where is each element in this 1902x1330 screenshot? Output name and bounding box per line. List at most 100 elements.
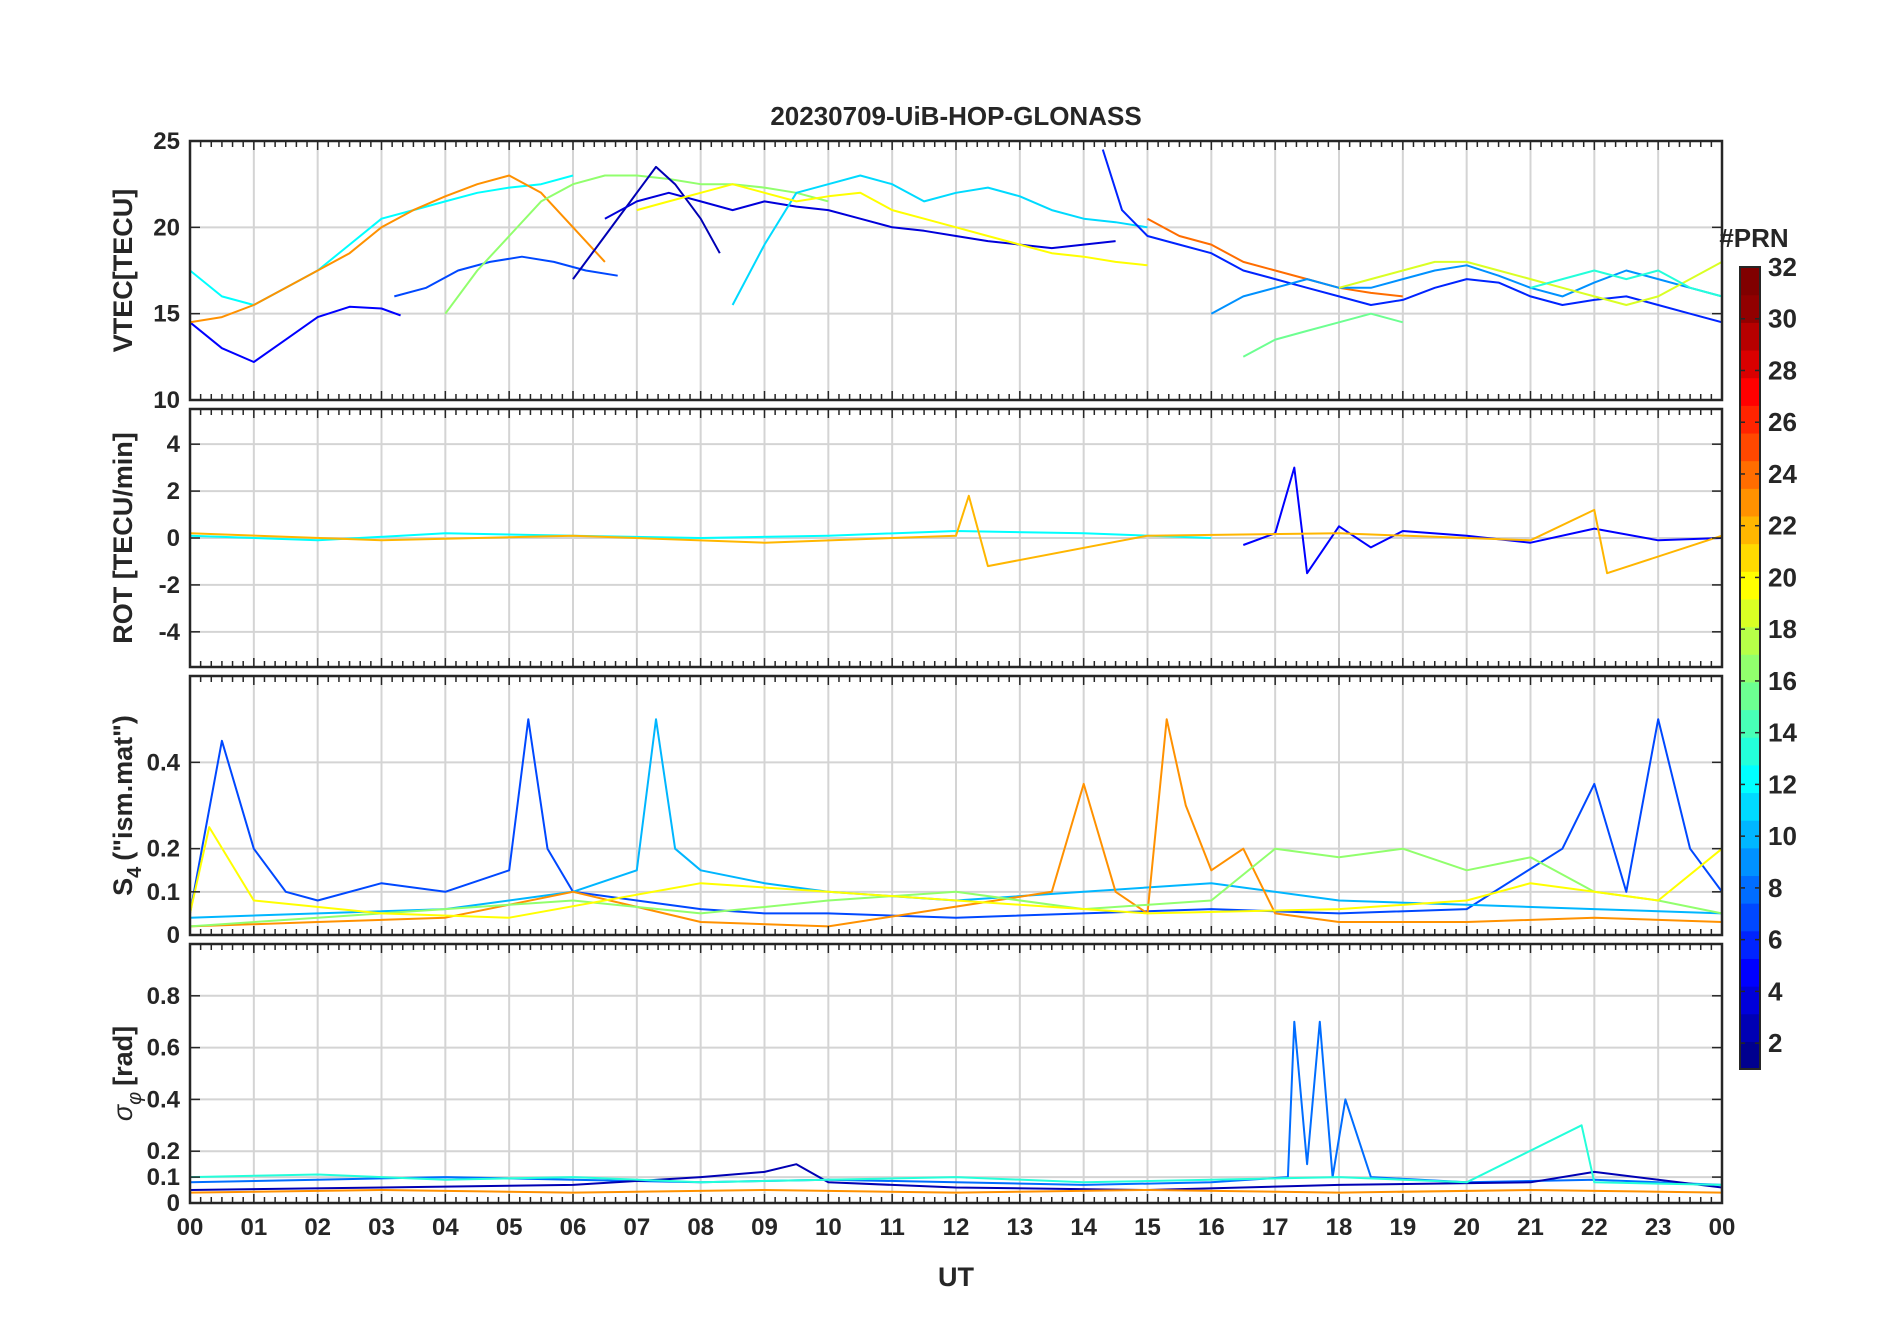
colorbar-swatch xyxy=(1740,1041,1760,1070)
series-group xyxy=(190,718,1722,928)
y-tick-label: 0.2 xyxy=(147,836,180,863)
x-tick-label: 08 xyxy=(687,1214,714,1241)
colorbar-swatch xyxy=(1740,681,1760,711)
series-line-prn-23 xyxy=(190,174,606,324)
series-group xyxy=(190,1020,1722,1194)
series-line-prn-4 xyxy=(1242,466,1722,575)
colorbar-swatch xyxy=(1740,1013,1760,1042)
series-line-prn-13 xyxy=(190,1124,1722,1186)
y-axis-label: VTEC[TECU] xyxy=(108,189,138,353)
y-tick-label: -2 xyxy=(159,572,180,599)
colorbar-swatch xyxy=(1740,820,1760,849)
y-axis-label: S4 ("ism.mat") xyxy=(108,715,146,896)
y-tick-label: 0 xyxy=(167,525,180,552)
y-tick-label: 0.8 xyxy=(147,983,180,1010)
series-group xyxy=(190,466,1722,575)
series-line-prn-17 xyxy=(190,847,1722,928)
y-axis-label-main: σ xyxy=(108,1103,138,1121)
colorbar-swatch xyxy=(1740,515,1760,545)
colorbar-swatch xyxy=(1740,792,1760,821)
series-line-prn-19 xyxy=(1338,260,1722,306)
x-tick-label: 17 xyxy=(1262,1214,1289,1241)
series-line-prn-8 xyxy=(190,1020,1722,1186)
colorbar-tick-label: 16 xyxy=(1768,666,1797,696)
y-tick-label: 20 xyxy=(153,214,180,241)
colorbar-tick-label: 24 xyxy=(1768,459,1797,489)
y-tick-label: 0.2 xyxy=(147,1138,180,1165)
colorbar-swatch xyxy=(1740,322,1760,351)
colorbar-tick-label: 28 xyxy=(1768,355,1797,385)
series-line-prn-4 xyxy=(190,305,401,363)
colorbar-swatch xyxy=(1740,875,1760,904)
panel-vtec: 10 15 20 25 VTEC[TECU] xyxy=(108,128,1724,414)
colorbar-tick-label: 32 xyxy=(1768,252,1797,282)
x-tick-label: 03 xyxy=(368,1214,395,1241)
panel-s4: 0 0.1 0.2 0.4 S4 ("ism.mat") xyxy=(108,674,1724,949)
colorbar-tick-label: 6 xyxy=(1768,925,1782,955)
colorbar-swatch xyxy=(1740,737,1760,766)
series-group xyxy=(190,149,1722,363)
colorbar-swatch xyxy=(1740,764,1760,794)
y-tick-label: 0.1 xyxy=(147,1164,180,1191)
colorbar-swatch xyxy=(1740,543,1760,572)
colorbar-swatch xyxy=(1740,847,1760,877)
chart-title: 20230709-UiB-HOP-GLONASS xyxy=(770,101,1141,131)
panel-sigma: 00.10.2 0.4 0.6 0.8 σφ [rad] xyxy=(108,942,1724,1217)
axes-frame xyxy=(188,942,1724,1205)
y-tick-label: 0.4 xyxy=(147,749,181,776)
series-line-prn-2 xyxy=(572,165,721,280)
series-line-prn-13 xyxy=(1530,269,1722,298)
x-tick-label: 01 xyxy=(240,1214,267,1241)
colorbar-swatch xyxy=(1740,488,1760,517)
x-tick-label: 19 xyxy=(1389,1214,1416,1241)
colorbar-swatch xyxy=(1740,598,1760,628)
series-line-prn-3 xyxy=(604,191,1116,250)
x-tick-label: 05 xyxy=(496,1214,523,1241)
series-line-prn-10 xyxy=(190,718,1722,919)
colorbar-tick-label: 4 xyxy=(1768,976,1783,1006)
y-tick-label: 4 xyxy=(167,431,181,458)
colorbar-swatch xyxy=(1740,267,1760,296)
x-tick-label: 12 xyxy=(943,1214,970,1241)
series-line-prn-9 xyxy=(1210,264,1722,315)
axes-frame xyxy=(188,407,1724,669)
series-line-prn-15 xyxy=(1242,312,1404,358)
y-axis-label: ROT [TECU/min] xyxy=(108,432,138,643)
colorbar-swatch xyxy=(1740,571,1760,600)
colorbar-tick-label: 10 xyxy=(1768,821,1797,851)
colorbar-label: #PRN xyxy=(1719,223,1788,253)
x-axis-label: UT xyxy=(938,1262,974,1292)
colorbar-swatch xyxy=(1740,349,1760,379)
series-line-prn-12 xyxy=(190,530,1212,542)
x-tick-label: 14 xyxy=(1070,1214,1097,1241)
y-tick-label: -4 xyxy=(159,619,181,646)
x-tick-label: 23 xyxy=(1645,1214,1672,1241)
x-tick-label: 02 xyxy=(304,1214,331,1241)
axes-frame xyxy=(188,674,1724,937)
series-line-prn-20 xyxy=(190,826,1722,919)
x-tick-label: 22 xyxy=(1581,1214,1608,1241)
colorbar-swatch xyxy=(1740,432,1760,462)
colorbar-tick-label: 8 xyxy=(1768,873,1782,903)
y-tick-label: 0 xyxy=(167,1190,180,1217)
y-tick-label: 0.4 xyxy=(147,1086,181,1113)
series-line-prn-24 xyxy=(1147,217,1403,298)
colorbar-swatch xyxy=(1740,986,1760,1015)
series-line-prn-11 xyxy=(731,174,1148,306)
colorbar-tick-label: 18 xyxy=(1768,614,1797,644)
x-tick-label: 11 xyxy=(879,1214,904,1241)
colorbar-swatch xyxy=(1740,903,1760,932)
series-line-prn-5 xyxy=(1101,149,1722,324)
panel-rot: -4 -2 0 2 4 ROT [TECU/min] xyxy=(108,407,1724,669)
y-axis-label: σφ [rad] xyxy=(108,1026,146,1121)
colorbar-swatch xyxy=(1740,377,1760,406)
x-tick-label: 00 xyxy=(177,1214,204,1241)
y-axis-label-rest: [rad] xyxy=(108,1026,138,1086)
x-tick-label: 04 xyxy=(432,1214,459,1241)
y-tick-label: 2 xyxy=(167,478,180,505)
colorbar-swatch xyxy=(1740,654,1760,683)
colorbar-frame xyxy=(1739,266,1761,1070)
x-tick-label: 21 xyxy=(1517,1214,1544,1241)
y-tick-label: 10 xyxy=(153,387,180,414)
